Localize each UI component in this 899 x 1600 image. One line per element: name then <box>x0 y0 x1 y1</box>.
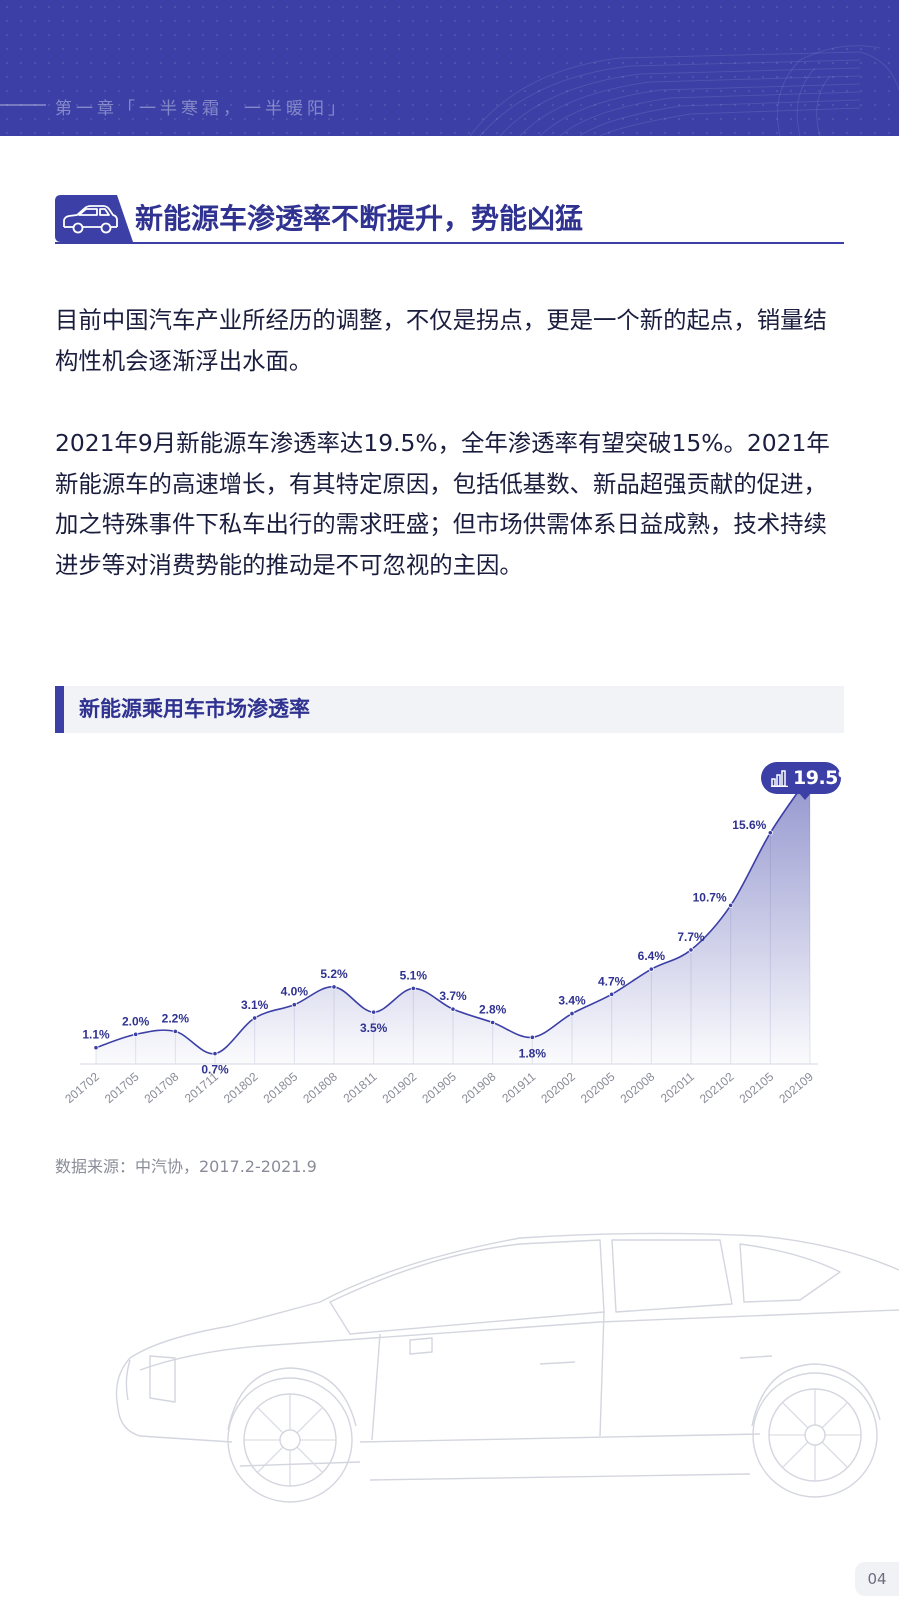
chapter-title: 第一章「一半寒霜，一半暖阳」 <box>55 99 349 119</box>
x-tick-label: 202002 <box>538 1069 578 1106</box>
car-illustration <box>115 1232 899 1503</box>
data-point <box>728 902 734 909</box>
data-label: 1.1% <box>82 1028 110 1042</box>
badge-value: 19.5% <box>793 767 857 789</box>
data-label: 3.4% <box>558 994 586 1008</box>
x-tick-label: 202011 <box>658 1069 697 1105</box>
data-point <box>331 984 337 990</box>
data-point <box>252 1015 258 1021</box>
x-tick-label: 201811 <box>341 1069 380 1105</box>
chart-heading: 新能源乘用车市场渗透率 <box>55 686 844 733</box>
data-point <box>212 1051 218 1057</box>
x-tick-label: 202005 <box>578 1069 618 1106</box>
data-point <box>371 1009 377 1015</box>
data-point <box>410 985 416 992</box>
data-label: 10.7% <box>693 890 727 904</box>
header-banner: 第一章「一半寒霜，一半暖阳」 <box>0 0 899 136</box>
penetration-area-chart: 1.1% 2.0% 2.2% 0.7% 3.1% 4.0% 5.2% 3.5% 5.1% 3.7%… <box>62 772 818 1106</box>
x-tick-label: 202109 <box>776 1069 816 1106</box>
data-point <box>609 991 615 997</box>
data-source: 数据来源：中汽协，2017.2-2021.9 <box>55 1157 317 1176</box>
data-label: 2.2% <box>162 1011 190 1025</box>
bar-chart-icon <box>771 770 788 787</box>
badge-pointer <box>799 793 811 800</box>
x-tick-label: 201702 <box>62 1069 102 1106</box>
x-tick-labels: 201702 201705 201708 201711 201802 201805 2018… <box>62 1069 816 1106</box>
data-label: 4.0% <box>281 985 309 999</box>
data-point <box>688 947 694 953</box>
x-tick-label: 201908 <box>459 1069 499 1106</box>
data-label: 7.7% <box>677 930 705 944</box>
data-point <box>569 1011 575 1017</box>
data-point <box>767 830 773 836</box>
chart-heading-bar <box>55 686 64 733</box>
data-points <box>93 772 813 1057</box>
data-label: 1.8% <box>519 1046 547 1060</box>
tire-illustration <box>469 45 899 136</box>
data-point <box>529 1034 535 1040</box>
data-label: 2.8% <box>479 1003 507 1017</box>
x-tick-label: 201705 <box>102 1069 142 1106</box>
x-tick-label: 201902 <box>380 1069 420 1106</box>
section-heading: 新能源车渗透率不断提升，势能凶猛 <box>55 195 844 247</box>
data-label: 3.7% <box>439 989 467 1003</box>
title-underline <box>55 242 844 244</box>
data-point <box>490 1019 496 1026</box>
data-label: 6.4% <box>638 949 666 963</box>
data-label: 2.0% <box>122 1014 150 1028</box>
data-label: 3.5% <box>360 1021 388 1035</box>
paragraph-penetration: 2021年9月新能源车渗透率达19.5%，全年渗透率有望突破15%。2021年新… <box>55 429 830 579</box>
page-number: 04 <box>855 1562 899 1596</box>
x-tick-label: 202102 <box>697 1069 737 1106</box>
data-label: 15.6% <box>732 818 766 832</box>
x-tick-label: 202105 <box>737 1069 777 1106</box>
paragraph-intro: 目前中国汽车产业所经历的调整，不仅是拐点，更是一个新的起点，销量结构性机会逐渐浮… <box>55 306 827 375</box>
latest-value-badge: 19.5% <box>761 762 857 800</box>
data-point <box>133 1031 139 1037</box>
car-icon <box>55 195 133 242</box>
data-labels: 1.1% 2.0% 2.2% 0.7% 3.1% 4.0% 5.2% 3.5% 5.1% 3.7%… <box>82 818 766 1077</box>
chapter-line <box>0 104 46 106</box>
data-point <box>450 1006 456 1012</box>
x-tick-label: 202008 <box>618 1069 658 1106</box>
data-point <box>172 1028 178 1034</box>
area-fill <box>96 775 810 1064</box>
data-point <box>648 966 654 972</box>
x-tick-label: 201911 <box>499 1069 538 1105</box>
x-tick-label: 201808 <box>300 1069 340 1106</box>
data-label: 3.1% <box>241 998 269 1012</box>
x-tick-label: 201805 <box>261 1069 301 1106</box>
section-title: 新能源车渗透率不断提升，势能凶猛 <box>135 202 584 235</box>
data-label: 0.7% <box>201 1063 229 1077</box>
x-tick-label: 201905 <box>419 1069 459 1106</box>
chart-title: 新能源乘用车市场渗透率 <box>79 697 310 721</box>
data-point <box>93 1045 99 1051</box>
data-label: 5.1% <box>400 968 428 982</box>
data-point <box>291 1002 297 1008</box>
data-label: 5.2% <box>320 967 348 981</box>
x-tick-label: 201708 <box>142 1069 182 1106</box>
data-label: 4.7% <box>598 974 626 988</box>
